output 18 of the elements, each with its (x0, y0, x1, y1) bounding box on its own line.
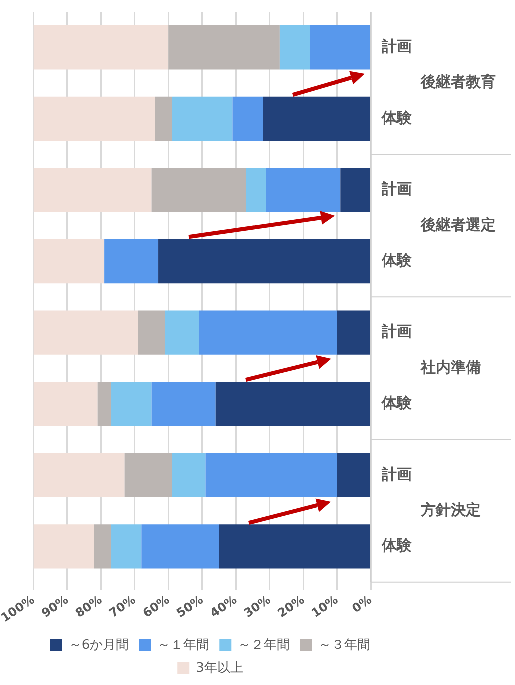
text: 後継者教育 (420, 73, 496, 92)
y-tick-label: 体験 (381, 108, 413, 127)
legend-label: ～１年間 (158, 638, 210, 653)
y-tick-label: 体験 (381, 394, 413, 412)
x-tick-label: 0% (350, 592, 374, 616)
y-tick-label: 計画 (381, 465, 412, 484)
y-tick-label: 計画 (381, 38, 412, 56)
legend-label: ～３年間 (318, 638, 371, 653)
y-tick-label: 計画 (381, 180, 412, 198)
y-tick-label: 計画 (381, 322, 412, 341)
legend-label: ～２年間 (238, 638, 290, 653)
text: 方針決定 (420, 500, 481, 519)
legend-label: 3年以上 (196, 660, 244, 676)
legend-label: ～6か月間 (68, 638, 130, 653)
text: 社内準備 (420, 358, 481, 376)
text: 後継者選定 (420, 216, 496, 234)
y-tick-label: 体験 (381, 251, 413, 270)
y-tick-label: 体験 (381, 536, 413, 555)
